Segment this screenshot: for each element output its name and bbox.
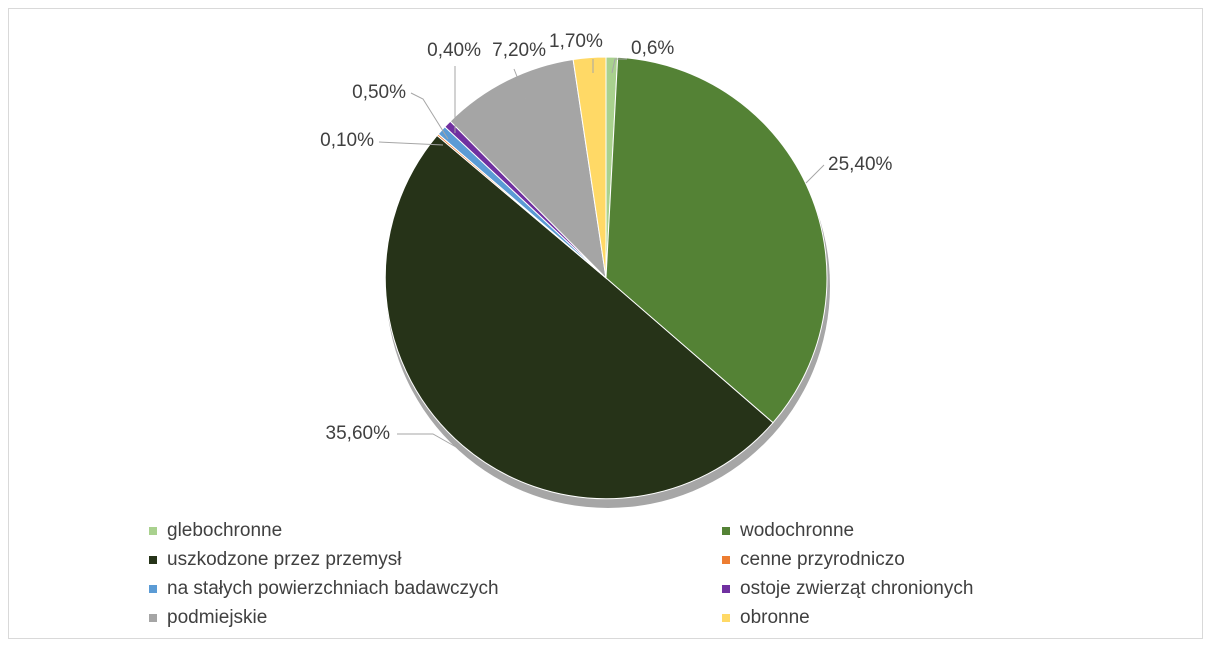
data-label: 25,40%	[828, 154, 893, 175]
legend: glebochronne wodochronne uszkodzone prze…	[9, 513, 1204, 638]
legend-label: uszkodzone przez przemysł	[167, 549, 402, 570]
data-label: 0,50%	[352, 82, 406, 103]
data-label: 1,70%	[549, 31, 603, 52]
legend-swatch	[149, 585, 157, 593]
pie-slice-wodochronne	[605, 56, 828, 424]
pie-slice-uszkodzone-przez-przemysł	[384, 134, 774, 500]
data-label: 0,10%	[320, 130, 374, 151]
leader-line	[378, 141, 444, 146]
legend-label: na stałych powierzchniach badawczych	[167, 578, 499, 599]
pie-slice-podmiejskie	[449, 58, 607, 280]
legend-label: wodochronne	[740, 520, 855, 541]
pie-chart: 0,6% 25,40% 35,60% 0,10% 0,50% 0,40% 7,20% 1,70…	[320, 31, 893, 508]
legend-swatch	[149, 527, 157, 535]
legend-item-glebochronne: glebochronne	[149, 517, 282, 545]
leader-line	[611, 58, 627, 74]
data-label: 0,6%	[631, 38, 674, 59]
legend-swatch	[149, 556, 157, 564]
legend-item-wodochronne: wodochronne	[722, 517, 854, 545]
legend-swatch	[722, 614, 730, 622]
legend-label: obronne	[740, 607, 810, 628]
legend-swatch	[722, 585, 730, 593]
legend-item-cenne-przyrodniczo: cenne przyrodniczo	[722, 546, 905, 574]
legend-item-podmiejskie: podmiejskie	[149, 604, 267, 632]
legend-label: cenne przyrodniczo	[740, 549, 905, 570]
legend-item-obronne: obronne	[722, 604, 810, 632]
data-label: 0,40%	[427, 40, 481, 61]
pie-slices	[384, 56, 830, 508]
legend-swatch	[722, 556, 730, 564]
leader-line	[805, 164, 825, 184]
data-label: 7,20%	[492, 40, 546, 61]
leader-line	[410, 92, 449, 140]
legend-item-na-stalych-powierzchniach-badawczych: na stałych powierzchniach badawczych	[149, 575, 499, 603]
pie-slice-obronne	[572, 56, 607, 279]
legend-swatch	[722, 527, 730, 535]
leader-line	[513, 68, 527, 100]
data-labels: 0,6% 25,40% 35,60% 0,10% 0,50% 0,40% 7,20% 1,70…	[320, 31, 892, 444]
data-label: 35,60%	[326, 423, 391, 444]
leader-lines	[378, 58, 825, 452]
legend-item-uszkodzone-przez-przemysl: uszkodzone przez przemysł	[149, 546, 401, 574]
leader-line	[397, 433, 464, 452]
legend-label: glebochronne	[167, 520, 283, 541]
legend-label: podmiejskie	[167, 607, 268, 628]
legend-item-ostoje-zwierzat-chronionych: ostoje zwierząt chronionych	[722, 575, 973, 603]
legend-swatch	[149, 614, 157, 622]
chart-frame: 0,6% 25,40% 35,60% 0,10% 0,50% 0,40% 7,20% 1,70…	[8, 8, 1203, 639]
legend-label: ostoje zwierząt chronionych	[740, 578, 974, 599]
